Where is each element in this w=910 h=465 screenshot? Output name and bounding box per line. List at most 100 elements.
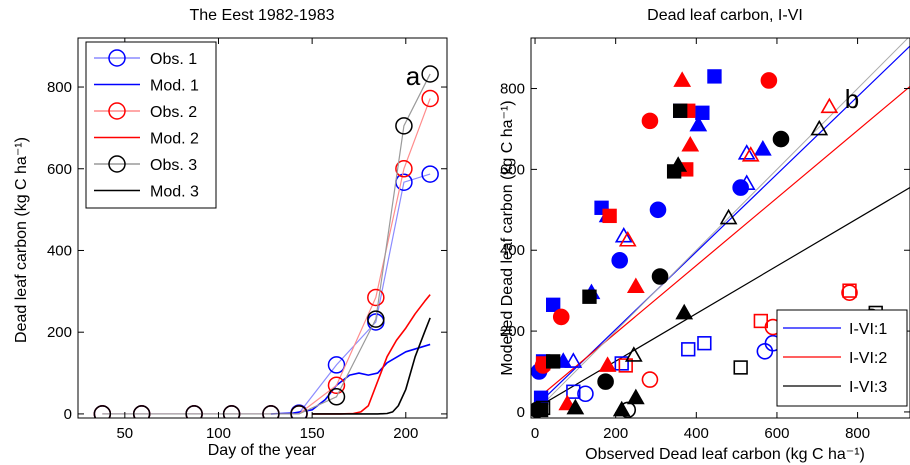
scatter-point	[619, 401, 637, 418]
scatter-point	[564, 352, 583, 368]
panel-b: Dead leaf carbon, I-VI 0 200 400 600 800 0 200…	[499, 7, 910, 463]
legend-box	[85, 41, 217, 209]
scatter-point	[558, 394, 577, 411]
panel-b-title: Dead leaf carbon, I-VI	[647, 7, 803, 24]
y-tick-label: 400	[500, 242, 525, 259]
scatter-point	[753, 140, 772, 156]
plot-frame	[77, 37, 448, 419]
y-tick-label: 600	[500, 161, 525, 178]
scatter-point	[614, 226, 633, 243]
scatter-point	[598, 356, 617, 372]
scatter-point	[841, 284, 858, 301]
scatter-point	[810, 119, 829, 136]
panel-a-xlabel: Day of the year	[208, 442, 317, 459]
x-tick-label: 200	[603, 425, 628, 442]
scatter-point	[681, 342, 696, 357]
legend-label: Mod. 2	[150, 131, 199, 148]
x-tick-label: 400	[684, 425, 709, 442]
legend-label: I-VI:1	[849, 321, 887, 338]
scatter-point	[737, 144, 756, 160]
scatter-point	[641, 112, 659, 130]
legend-label: Mod. 3	[150, 184, 199, 201]
legend-marker	[108, 49, 126, 67]
scatter-point	[597, 373, 614, 390]
legend-label: Mod. 1	[150, 78, 199, 95]
x-tick-label: 600	[764, 425, 789, 442]
scatter-point	[695, 105, 710, 120]
scatter-point	[602, 208, 617, 224]
obs-point	[327, 376, 346, 395]
scatter-point	[566, 398, 585, 415]
scatter-point	[772, 130, 790, 148]
scatter-point	[577, 385, 594, 403]
y-tick-label: 0	[64, 406, 72, 423]
y-tick-label: 0	[517, 404, 525, 421]
obs-point	[262, 405, 280, 418]
x-tick-label: 200	[393, 425, 418, 442]
obs-point	[421, 89, 439, 108]
legend-label: Obs. 1	[150, 51, 197, 68]
scatter-point	[546, 297, 561, 312]
regression-line	[534, 86, 910, 402]
obs-series-line	[102, 73, 431, 415]
x-tick-label: 800	[845, 425, 870, 442]
scatter-point	[546, 354, 561, 369]
y-tick-label: 200	[47, 324, 72, 341]
x-tick-label: 0	[531, 425, 539, 442]
obs-point	[395, 117, 413, 135]
obs-point	[327, 388, 346, 406]
model-series-line	[270, 343, 431, 415]
panel-a-letter: a	[406, 61, 421, 91]
obs-point	[185, 405, 203, 418]
legend-label: I-VI:3	[849, 379, 887, 396]
scatter-point	[719, 208, 738, 225]
regression-line	[534, 187, 910, 410]
panel-b-legend: I-VI:1 I-VI:2 I-VI:3	[776, 309, 908, 407]
panel-a: The Eest 1982-1983 50 100 150 200 0 200 400 600…	[13, 7, 448, 459]
scatter-point	[733, 360, 748, 375]
scatter-point	[611, 252, 629, 269]
legend-marker	[108, 102, 126, 120]
obs-point	[222, 405, 241, 418]
y-tick-label: 800	[47, 79, 72, 96]
scatter-point	[675, 303, 694, 320]
scatter-point	[552, 308, 570, 326]
scatter-point	[737, 174, 756, 190]
scatter-point	[535, 400, 551, 416]
scatter-point	[614, 356, 629, 371]
scatter-point	[681, 136, 700, 152]
panel-b-letter: b	[845, 84, 859, 114]
scatter-point	[618, 358, 633, 373]
obs-point	[421, 165, 439, 183]
legend-box	[776, 309, 908, 407]
obs-point	[395, 160, 413, 178]
scatter-point	[707, 69, 722, 84]
scatter-point	[673, 71, 692, 87]
scatter-point	[669, 156, 688, 172]
obs-point	[367, 288, 385, 307]
obs-point	[327, 356, 346, 374]
y-tick-label: 800	[500, 81, 525, 98]
obs-point	[93, 405, 112, 418]
scatter-point	[624, 346, 643, 362]
x-tick-label: 100	[206, 425, 231, 442]
plot-frame	[530, 37, 910, 419]
x-tick-label: 150	[300, 425, 325, 442]
panel-a-title: The Eest 1982-1983	[190, 7, 335, 24]
scatter-point	[697, 336, 712, 351]
regression-line	[534, 45, 910, 408]
panel-a-ylabel: Dead leaf carbon (kg C ha⁻¹)	[13, 137, 30, 343]
scatter-point	[649, 201, 667, 219]
obs-point	[290, 405, 308, 418]
obs-point	[421, 65, 439, 83]
x-tick-label: 50	[116, 425, 133, 442]
scatter-point	[582, 289, 597, 304]
panel-b-xlabel: Observed Dead leaf carbon (kg C ha⁻¹)	[585, 446, 865, 463]
scatter-point	[753, 313, 768, 329]
scatter-point	[651, 268, 669, 285]
scatter-point	[626, 388, 645, 405]
legend-label: Obs. 3	[150, 157, 197, 174]
scatter-point	[673, 103, 688, 118]
y-tick-label: 400	[47, 242, 72, 259]
